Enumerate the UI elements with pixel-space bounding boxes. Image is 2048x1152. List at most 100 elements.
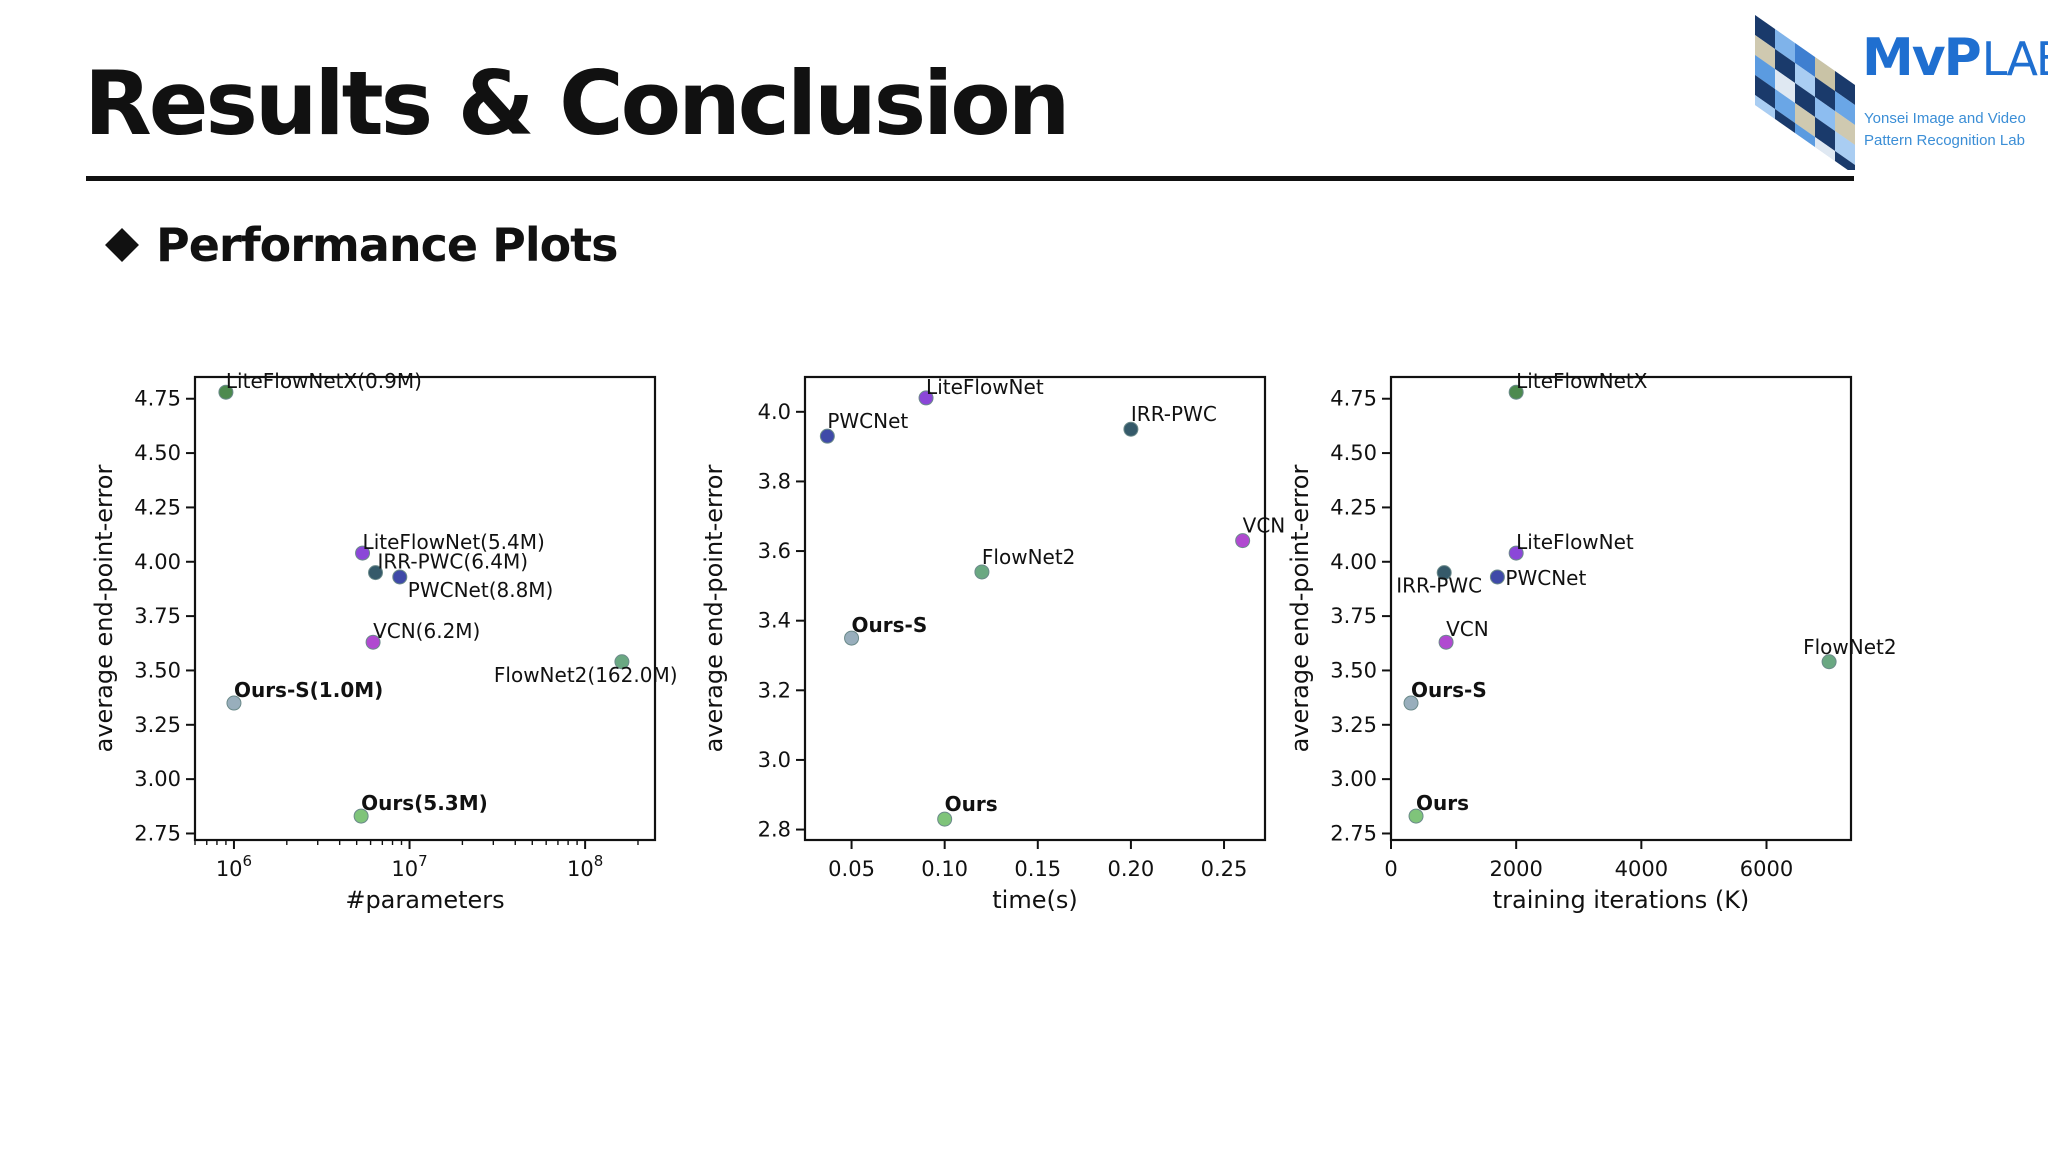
logo-subtitle-line2: Pattern Recognition Lab — [1864, 132, 2025, 149]
params-point — [614, 654, 630, 670]
iterations-point — [1403, 695, 1419, 711]
title-divider — [86, 176, 1854, 181]
iterations-point-label: IRR-PWC — [1396, 574, 1482, 598]
iterations-x-tick-label: 4000 — [1615, 857, 1668, 881]
chart-time-vs-epe: 0.05 0.10 0.15 0.20 0.25 2.8 3.0 3.2 3.4 3.6 3.8 4.… — [700, 375, 1286, 914]
iterations-y-tick-label: 4.25 — [1330, 495, 1377, 519]
time-point-label: Ours-S — [852, 613, 928, 637]
params-point-label: IRR-PWC(6.4M) — [378, 550, 529, 574]
iterations-point-label: LiteFlowNet — [1516, 530, 1634, 554]
params-y-tick-label: 3.25 — [134, 713, 181, 737]
time-y-axis-label: average end-point-error — [700, 465, 728, 753]
iterations-point — [1489, 569, 1505, 585]
params-x-tick-label: 107 — [391, 852, 427, 881]
params-point-label: Ours(5.3M) — [361, 791, 488, 815]
iterations-x-axis-label: training iterations (K) — [1493, 886, 1750, 914]
time-point — [937, 811, 953, 827]
time-x-tick-label: 0.25 — [1201, 857, 1248, 881]
logo-mosaic-icon — [1755, 15, 1855, 170]
iterations-y-tick-label: 4.75 — [1330, 387, 1377, 411]
params-point-label: LiteFlowNet(5.4M) — [363, 530, 545, 554]
params-point-label: LiteFlowNetX(0.9M) — [226, 369, 422, 393]
time-point-label: Ours — [945, 792, 998, 816]
params-y-tick-label: 3.50 — [134, 658, 181, 682]
time-plot-frame — [803, 375, 1267, 842]
time-point — [844, 630, 860, 646]
iterations-x-tick-label: 0 — [1384, 857, 1397, 881]
diamond-bullet-icon — [105, 228, 139, 262]
iterations-y-tick-label: 4.50 — [1330, 441, 1377, 465]
params-y-tick-label: 3.00 — [134, 767, 181, 791]
iterations-point — [1508, 384, 1524, 400]
section-heading: Performance Plots — [104, 218, 619, 272]
time-point-label: IRR-PWC — [1131, 402, 1217, 426]
iterations-y-axis-label: average end-point-error — [1286, 465, 1314, 753]
iterations-point — [1821, 654, 1837, 670]
logo-word-lab: LAB — [1981, 32, 2048, 86]
params-y-tick-label: 4.25 — [134, 495, 181, 519]
time-point — [918, 390, 934, 406]
time-y-tick-label: 3.8 — [758, 469, 791, 493]
iterations-point-label: Ours-S — [1411, 678, 1487, 702]
iterations-x-tick-label: 6000 — [1740, 857, 1793, 881]
params-point — [218, 384, 234, 400]
chart-iterations-vs-epe: 0 2000 4000 6000 2.75 3.00 3.25 3.50 3.75 4.00 4.2… — [1286, 369, 1897, 914]
params-x-axis-label: #parameters — [345, 886, 504, 914]
time-y-tick-label: 2.8 — [758, 818, 791, 842]
slide-title: Results & Conclusion — [84, 52, 1070, 155]
params-point — [353, 808, 369, 824]
time-point-label: LiteFlowNet — [926, 375, 1044, 399]
params-y-tick-label: 4.75 — [134, 387, 181, 411]
params-y-axis-label: average end-point-error — [90, 465, 118, 753]
params-point-label: FlowNet2(162.0M) — [494, 663, 678, 687]
time-y-tick-label: 3.6 — [758, 539, 791, 563]
params-point — [355, 545, 371, 561]
logo-word-main: MvP — [1862, 28, 1982, 88]
logo-wordmark: MvPLAB — [1862, 28, 2048, 88]
iterations-point-label: FlowNet2 — [1803, 635, 1897, 659]
time-point — [974, 564, 990, 580]
time-x-tick-label: 0.10 — [921, 857, 968, 881]
chart-params-vs-epe: 106 107 108 2.75 3.00 3.25 3.50 3.75 4.00 4.25 4.5… — [90, 369, 678, 914]
iterations-point — [1408, 808, 1424, 824]
iterations-y-tick-label: 3.00 — [1330, 767, 1377, 791]
params-y-tick-label: 3.75 — [134, 604, 181, 628]
params-point — [365, 634, 381, 650]
params-plot-frame — [193, 375, 657, 842]
iterations-y-tick-label: 4.00 — [1330, 550, 1377, 574]
params-point — [392, 569, 408, 585]
params-x-tick-label: 106 — [216, 852, 252, 881]
iterations-point-label: LiteFlowNetX — [1516, 369, 1648, 393]
iterations-point-label: VCN — [1446, 617, 1489, 641]
time-point — [819, 428, 835, 444]
time-point-label: FlowNet2 — [982, 545, 1076, 569]
params-point — [368, 565, 384, 581]
time-point-label: VCN — [1243, 514, 1286, 538]
params-x-tick-label: 108 — [567, 852, 603, 881]
time-y-tick-label: 4.0 — [758, 400, 791, 424]
time-x-tick-label: 0.15 — [1014, 857, 1061, 881]
iterations-y-tick-label: 2.75 — [1330, 821, 1377, 845]
params-y-tick-label: 4.50 — [134, 441, 181, 465]
iterations-point-label: Ours — [1416, 791, 1469, 815]
time-y-tick-label: 3.0 — [758, 748, 791, 772]
time-x-axis-label: time(s) — [992, 886, 1077, 914]
logo-subtitle-line1: Yonsei Image and Video — [1864, 110, 2026, 127]
time-x-tick-label: 0.20 — [1108, 857, 1155, 881]
time-y-tick-label: 3.2 — [758, 678, 791, 702]
iterations-point — [1438, 634, 1454, 650]
iterations-point-label: PWCNet — [1505, 566, 1586, 590]
iterations-y-tick-label: 3.50 — [1330, 658, 1377, 682]
time-y-tick-label: 3.4 — [758, 609, 791, 633]
iterations-point — [1508, 545, 1524, 561]
params-point-label: Ours-S(1.0M) — [234, 678, 383, 702]
params-y-tick-label: 2.75 — [134, 821, 181, 845]
iterations-y-tick-label: 3.75 — [1330, 604, 1377, 628]
params-point-label: VCN(6.2M) — [373, 619, 480, 643]
iterations-point — [1436, 565, 1452, 581]
params-point — [226, 695, 242, 711]
params-y-tick-label: 4.00 — [134, 550, 181, 574]
time-point — [1123, 421, 1139, 437]
iterations-plot-frame — [1389, 375, 1853, 842]
iterations-y-tick-label: 3.25 — [1330, 713, 1377, 737]
